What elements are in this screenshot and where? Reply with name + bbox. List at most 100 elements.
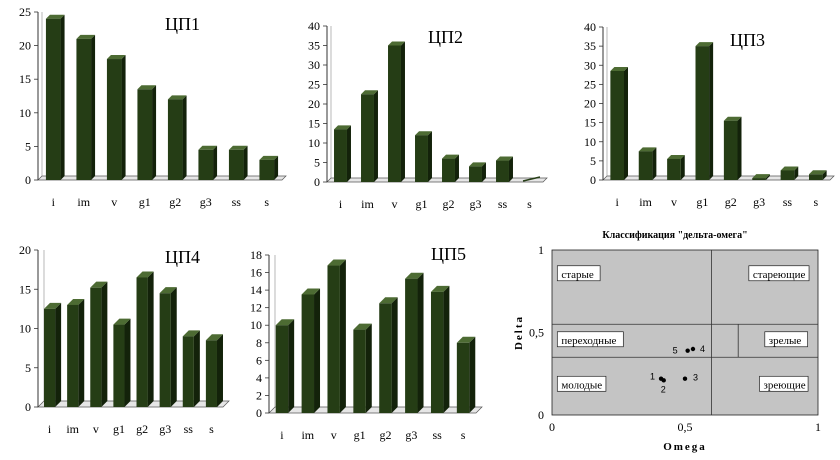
y-tick-label: 25 — [19, 5, 31, 19]
bar-face — [45, 18, 61, 180]
bar — [809, 170, 827, 180]
zone-label-box — [556, 265, 601, 282]
bar-top — [327, 259, 346, 266]
bar-face — [167, 99, 183, 180]
x-tick-label: i — [52, 195, 56, 209]
bar-face — [76, 38, 92, 180]
x-tick-label: im — [301, 428, 314, 442]
x-tick-label: g1 — [416, 197, 428, 211]
y-tick-label: 0 — [25, 400, 31, 414]
bar-top — [379, 297, 398, 304]
bar-side — [55, 302, 62, 407]
bar-top — [353, 323, 372, 330]
bar-top — [76, 34, 96, 39]
bar-side — [737, 116, 742, 180]
zone-label-text: стареющие — [753, 269, 806, 281]
bar-top — [496, 156, 513, 161]
chart-title: ЦП1 — [165, 14, 200, 34]
bar-face — [638, 151, 653, 180]
bar-side — [373, 90, 378, 182]
bar-top — [610, 66, 628, 71]
bar — [361, 90, 378, 182]
x-tick-label: im — [361, 197, 374, 211]
bar-top — [106, 55, 126, 60]
bar-side — [147, 271, 154, 407]
x-tick-label: s — [813, 195, 818, 209]
bar-side — [170, 287, 177, 407]
x-tick-label: g3 — [200, 195, 212, 209]
x-tick-label: im — [77, 195, 90, 209]
bar — [780, 166, 799, 180]
bar-top — [159, 287, 177, 294]
bar-side — [152, 85, 157, 180]
y-tick-label: 15 — [19, 282, 31, 296]
bar-side — [314, 288, 321, 413]
bar-face — [353, 329, 366, 413]
point-label: 4 — [700, 344, 705, 354]
bar-face — [228, 149, 244, 180]
bar — [137, 85, 157, 180]
x-tick-label: g1 — [113, 422, 125, 436]
bar-face — [456, 342, 470, 413]
y-tick-label: 5 — [25, 361, 31, 375]
bar — [113, 318, 131, 407]
x-tick-label: im — [66, 422, 79, 436]
bar — [76, 34, 96, 180]
bar-face — [182, 336, 194, 407]
bar-side — [391, 297, 398, 413]
bar — [67, 298, 85, 407]
y-tick-label: 0 — [25, 173, 31, 187]
bar-top — [45, 14, 65, 19]
y-tick-label: 12 — [250, 301, 262, 315]
bar-face — [610, 70, 624, 180]
point-marker — [690, 346, 696, 352]
bar — [415, 131, 432, 182]
zone-label-box — [764, 331, 808, 348]
chart-floor — [602, 175, 835, 181]
bar-top — [301, 288, 321, 295]
bar-top — [809, 170, 827, 175]
x-axis-label: Omega — [663, 441, 707, 453]
x-tick-label: v — [331, 428, 337, 442]
bar-face — [259, 159, 275, 180]
bar — [638, 147, 657, 180]
y-tick-label: 10 — [308, 136, 320, 150]
bar — [259, 155, 279, 180]
bar — [469, 162, 486, 182]
bar — [522, 176, 541, 182]
y-tick-label: 6 — [256, 353, 262, 367]
bar-top — [469, 162, 486, 167]
chart-title: ЦП5 — [431, 244, 466, 264]
y-tick-label: 5 — [25, 139, 31, 153]
x-tick-label: ss — [498, 197, 508, 211]
chart-floor — [37, 175, 287, 181]
bar — [456, 336, 476, 413]
bar-side — [60, 14, 65, 180]
data-point — [690, 346, 696, 352]
bar-side — [794, 166, 799, 180]
bar-face — [136, 277, 148, 407]
bar — [667, 154, 685, 180]
bar-side — [481, 162, 486, 182]
bar — [45, 14, 65, 180]
point-marker — [682, 376, 688, 381]
bar — [334, 125, 351, 182]
y-tick-label: 0 — [314, 175, 320, 189]
zone-label: зрелые — [764, 331, 808, 348]
bar-top — [638, 147, 657, 152]
bar-top — [780, 166, 799, 171]
zone-label-text: зрелые — [769, 335, 802, 347]
bar-top — [405, 272, 424, 279]
y-tick-label: 35 — [584, 39, 596, 53]
bar-side — [101, 281, 108, 407]
bar-side — [623, 66, 628, 180]
zone-label-box — [556, 331, 624, 348]
x-tick-label: g3 — [159, 422, 171, 436]
bar-face — [388, 45, 401, 182]
bar-side — [346, 125, 351, 182]
bar-side — [216, 334, 223, 407]
bar-side — [182, 95, 187, 180]
x-tick-label: g2 — [725, 195, 737, 209]
y-tick-label: 25 — [584, 77, 596, 91]
